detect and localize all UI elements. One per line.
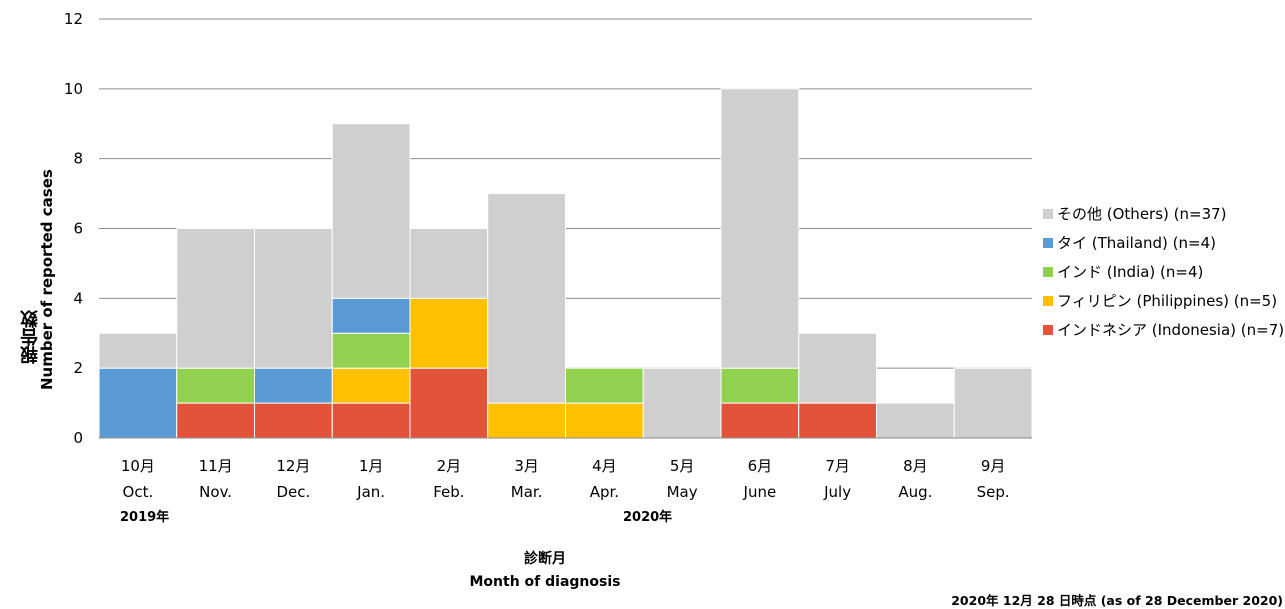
x-tick-label-jp: 1月	[359, 457, 384, 475]
x-tick-label-en: Feb.	[433, 483, 464, 501]
bar-segment	[331, 297, 411, 334]
bar-segment	[565, 402, 644, 439]
bar-segment	[409, 228, 489, 299]
chart-legend: その他 (Others) (n=37) タイ (Thailand) (n=4) イン…	[1043, 199, 1284, 344]
legend-label: フィリピン (Philippines) (n=5)	[1057, 292, 1278, 310]
x-tick-label-en: June	[743, 483, 777, 501]
legend-swatch	[1043, 208, 1053, 219]
y-tick-label: 4	[73, 289, 83, 307]
year-label-2020: 2020年	[623, 510, 673, 525]
x-tick-label-jp: 8月	[903, 457, 928, 475]
bar-segment	[254, 402, 333, 439]
x-tick-label-jp: 7月	[825, 457, 850, 475]
legend-swatch	[1043, 266, 1053, 277]
y-axis-title-en: Number of reported cases	[38, 169, 56, 391]
x-axis-title-en: Month of diagnosis	[469, 574, 621, 590]
legend-label: その他 (Others) (n=37)	[1057, 205, 1227, 223]
bar-segment	[642, 367, 722, 439]
bar-segment	[565, 367, 644, 404]
legend-label: インド (India) (n=4)	[1057, 263, 1204, 281]
x-tick-label-en: Sep.	[977, 483, 1010, 501]
legend-item: その他 (Others) (n=37)	[1043, 199, 1284, 228]
x-axis-title-jp: 診断月	[524, 551, 566, 567]
bar-segment	[876, 402, 955, 439]
x-tick-label-en: Dec.	[276, 483, 310, 501]
x-tick-label-en: July	[823, 483, 851, 501]
x-tick-label-jp: 10月	[121, 457, 155, 475]
bar-segment	[720, 402, 800, 439]
y-tick-label: 10	[64, 80, 83, 98]
bar-segment	[720, 367, 800, 404]
bar-segment	[798, 402, 877, 439]
x-tick-label-jp: 4月	[592, 457, 617, 475]
legend-item: インドネシア (Indonesia) (n=7)	[1043, 315, 1284, 344]
legend-label: タイ (Thailand) (n=4)	[1057, 234, 1216, 252]
x-tick-label-en: May	[667, 483, 698, 501]
legend-item: フィリピン (Philippines) (n=5)	[1043, 286, 1284, 315]
x-tick-label-jp: 6月	[748, 457, 773, 475]
x-tick-label-jp: 5月	[670, 457, 695, 475]
bar-segment	[720, 88, 800, 369]
bar-segment	[331, 123, 411, 299]
year-label-2019: 2019年	[120, 510, 170, 525]
bar-segment	[487, 193, 566, 404]
x-tick-label-en: Jan.	[356, 483, 385, 501]
legend-label: インドネシア (Indonesia) (n=7)	[1057, 321, 1285, 339]
bar-segment	[953, 367, 1033, 439]
bar-segment	[176, 402, 255, 439]
bar-segment	[409, 367, 489, 439]
y-tick-label: 8	[73, 150, 83, 168]
legend-swatch	[1043, 324, 1053, 335]
legend-swatch	[1043, 295, 1053, 306]
y-axis-title: 報告数 Number of reported cases	[8, 120, 68, 420]
bar-segment	[409, 297, 489, 369]
x-tick-label-jp: 12月	[276, 457, 310, 475]
x-tick-label-jp: 3月	[514, 457, 539, 475]
bar-segment	[98, 367, 178, 439]
x-tick-label-en: Oct.	[123, 483, 154, 501]
bar-segment	[176, 228, 255, 369]
x-tick-label-jp: 11月	[199, 457, 233, 475]
x-tick-label-en: Mar.	[511, 483, 543, 501]
x-tick-label-en: Aug.	[898, 483, 932, 501]
legend-swatch	[1043, 237, 1053, 248]
legend-item: タイ (Thailand) (n=4)	[1043, 228, 1284, 257]
x-tick-label-jp: 2月	[437, 457, 462, 475]
x-tick-label-en: Apr.	[590, 483, 619, 501]
y-tick-label: 2	[73, 359, 83, 377]
y-tick-label: 6	[73, 220, 83, 238]
bar-segment	[331, 402, 411, 439]
chart-canvas: 0 2 4 6 8 10 12 10月 Oct. 11月 Nov. 12月 Dec. 1月 Jan. 2月 Fe…	[64, 10, 1033, 501]
y-tick-label: 12	[64, 10, 83, 28]
x-tick-label-jp: 9月	[981, 457, 1006, 475]
bar-segment	[176, 367, 255, 404]
legend-item: インド (India) (n=4)	[1043, 257, 1284, 286]
y-tick-label: 0	[73, 429, 83, 447]
bar-segment	[98, 332, 178, 369]
bar-segment	[254, 367, 333, 404]
bar-segment	[254, 228, 333, 369]
bar-segment	[331, 332, 411, 369]
as-of-date-note: 2020年 12月 28 日時点 (as of 28 December 2020…	[951, 593, 1283, 608]
x-tick-label-en: Nov.	[199, 483, 232, 501]
bar-segment	[331, 367, 411, 404]
bar-segment	[487, 402, 566, 439]
bar-segment	[798, 332, 877, 404]
